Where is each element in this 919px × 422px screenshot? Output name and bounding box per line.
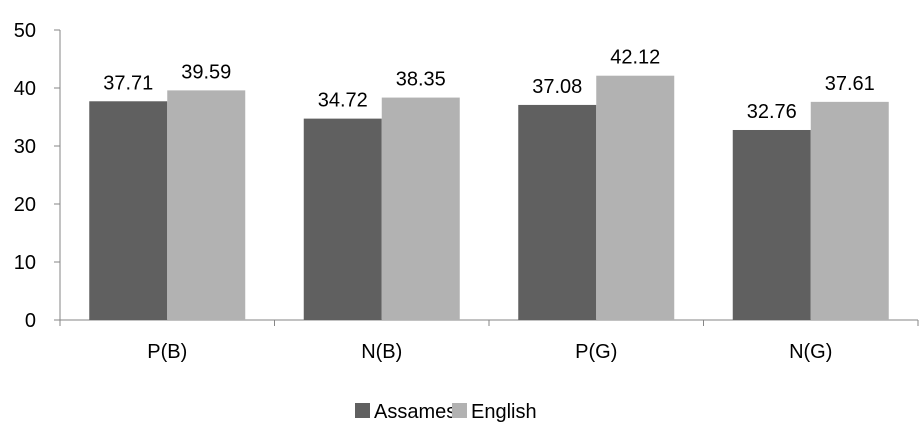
bar-english-0 bbox=[167, 90, 246, 321]
data-label: 39.59 bbox=[181, 61, 231, 83]
bar-assamese-0 bbox=[89, 101, 168, 320]
bar-english-2 bbox=[596, 75, 675, 320]
data-label: 34.72 bbox=[318, 90, 368, 112]
y-tick-label: 30 bbox=[14, 136, 36, 158]
data-label: 37.61 bbox=[825, 73, 875, 95]
data-labels: 37.71 39.59 34.72 38.35 37.08 42.12 32.76 37.61 bbox=[103, 47, 875, 123]
data-label: 37.08 bbox=[532, 76, 582, 98]
legend-swatch-assamese bbox=[355, 403, 370, 418]
legend-label: Assamese bbox=[374, 401, 467, 422]
bar-assamese-3 bbox=[732, 129, 811, 320]
data-label: 32.76 bbox=[747, 101, 797, 123]
bars bbox=[89, 75, 889, 321]
bar-english-1 bbox=[381, 97, 460, 320]
legend-label: English bbox=[471, 401, 537, 422]
y-tick-label: 50 bbox=[14, 20, 36, 42]
data-label: 37.71 bbox=[103, 72, 153, 94]
x-axis: P(B) N(B) P(G) N(G) bbox=[59, 319, 919, 363]
y-tick-label: 20 bbox=[14, 194, 36, 216]
x-tick-label: P(G) bbox=[575, 341, 617, 363]
legend: Assamese English bbox=[355, 401, 537, 422]
data-label: 38.35 bbox=[396, 69, 446, 91]
x-tick-label: N(G) bbox=[789, 341, 832, 363]
bar-english-3 bbox=[810, 101, 889, 320]
data-label: 42.12 bbox=[610, 47, 660, 69]
y-tick-label: 10 bbox=[14, 252, 36, 274]
y-tick-label: 0 bbox=[25, 310, 36, 332]
bar-assamese-1 bbox=[303, 118, 382, 321]
x-tick-label: P(B) bbox=[147, 341, 187, 363]
y-axis: 0 10 20 30 40 50 bbox=[14, 20, 61, 332]
bar-assamese-2 bbox=[518, 104, 597, 320]
legend-swatch-english bbox=[452, 403, 467, 418]
y-tick-label: 40 bbox=[14, 78, 36, 100]
x-tick-label: N(B) bbox=[361, 341, 402, 363]
